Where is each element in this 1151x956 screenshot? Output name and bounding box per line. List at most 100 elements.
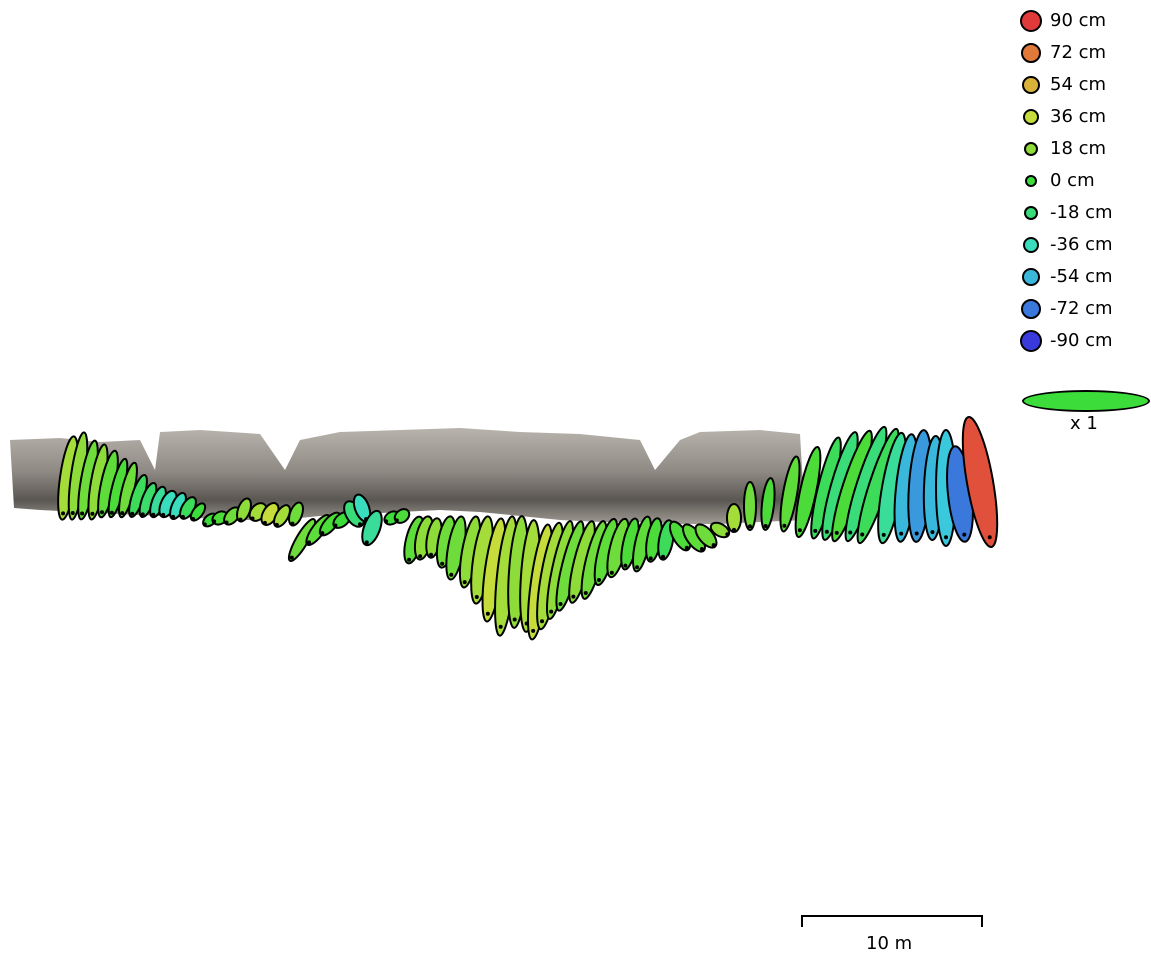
camera-center-dot (151, 512, 156, 517)
camera-center-dot (782, 523, 787, 528)
camera-center-dot (732, 527, 736, 532)
camera-center-dot (250, 516, 255, 521)
camera-center-dot (90, 511, 95, 516)
error-ellipse (961, 415, 999, 549)
error-ellipse (779, 455, 801, 533)
camera-center-dot (290, 521, 295, 526)
camera-center-dot (212, 519, 217, 524)
camera-center-dot (462, 580, 467, 585)
camera-center-dot (202, 522, 207, 527)
camera-center-dot (485, 611, 490, 616)
legend-label: 36 cm (1050, 106, 1107, 127)
camera-center-dot (531, 628, 536, 633)
camera-center-dot (648, 556, 653, 561)
legend-label: 0 cm (1050, 170, 1095, 191)
camera-center-dot (70, 511, 75, 516)
legend-swatch (1021, 43, 1041, 63)
camera-center-dot (848, 530, 853, 535)
scale-bar-tick (981, 915, 983, 927)
legend-swatch (1020, 10, 1042, 32)
camera-center-dot (930, 530, 935, 535)
scale-bar-line (801, 915, 983, 917)
legend-swatch (1024, 142, 1038, 156)
camera-center-dot (191, 516, 196, 521)
camera-center-dot (364, 517, 369, 522)
legend-swatch (1022, 76, 1040, 94)
orthophoto-strip (10, 428, 805, 524)
camera-center-dot (394, 518, 399, 523)
error-ellipse (743, 481, 757, 531)
scale-bar-label: 10 m (866, 933, 913, 954)
error-ellipses (57, 415, 999, 641)
camera-center-dot (661, 554, 666, 559)
camera-center-dot (748, 524, 752, 529)
camera-center-dot (320, 531, 325, 536)
camera-center-dot (797, 528, 802, 533)
camera-center-dot (583, 590, 588, 595)
camera-center-dot (364, 540, 369, 545)
scale-bar-tick (801, 915, 803, 927)
camera-center-dot (140, 512, 145, 517)
legend-swatch (1023, 237, 1039, 253)
camera-center-dot (571, 594, 576, 599)
scale-bar (801, 915, 983, 927)
legend-swatch (1022, 268, 1040, 286)
legend-label: -72 cm (1050, 298, 1113, 319)
camera-center-dot (899, 531, 904, 536)
camera-center-dot (130, 511, 135, 516)
camera-center-dot (161, 512, 166, 517)
legend-swatch (1020, 330, 1042, 352)
legend-label: -90 cm (1050, 330, 1113, 351)
camera-center-dot (635, 565, 640, 570)
camera-center-dot (109, 510, 114, 515)
camera-center-dot (61, 511, 66, 516)
error-ellipse (361, 509, 383, 547)
error-ellipse (760, 477, 776, 531)
camera-center-dot (171, 514, 176, 519)
camera-center-dot (623, 563, 628, 568)
error-ellipse (694, 523, 718, 549)
legend-swatch (1021, 299, 1041, 319)
camera-center-dot (289, 555, 294, 560)
camera-centers (61, 510, 992, 633)
camera-center-dot (512, 617, 517, 622)
camera-center-dot (418, 554, 423, 559)
legend-label: 18 cm (1050, 138, 1107, 159)
camera-center-dot (429, 552, 434, 557)
scale-ellipse (1022, 390, 1150, 412)
camera-center-dot (238, 517, 243, 522)
camera-center-dot (834, 530, 839, 535)
camera-center-dot (609, 570, 614, 575)
error-ellipse (726, 503, 742, 533)
legend-label: -18 cm (1050, 202, 1113, 223)
camera-center-dot (474, 595, 479, 600)
camera-center-dot (763, 523, 768, 528)
camera-center-dot (725, 532, 730, 537)
camera-center-dot (860, 532, 865, 537)
camera-center-dot (914, 531, 919, 536)
camera-center-dot (699, 547, 704, 552)
scale-label: x 1 (1070, 413, 1098, 434)
camera-center-dot (881, 532, 886, 537)
camera-center-dot (824, 529, 829, 534)
camera-center-dot (813, 528, 818, 533)
legend-label: 90 cm (1050, 10, 1107, 31)
camera-center-dot (80, 511, 85, 516)
camera-center-dot (407, 557, 412, 562)
camera-center-dot (440, 561, 445, 566)
camera-center-dot (962, 532, 967, 537)
camera-center-dot (684, 545, 689, 550)
camera-center-dot (524, 621, 529, 626)
legend-label: -36 cm (1050, 234, 1113, 255)
camera-center-dot (262, 520, 267, 525)
camera-center-dot (357, 522, 362, 527)
legend-swatch (1023, 109, 1039, 125)
camera-center-dot (274, 522, 279, 527)
camera-center-dot (540, 619, 545, 624)
camera-center-dot (549, 609, 554, 614)
legend-swatch (1024, 206, 1038, 220)
camera-center-dot (180, 514, 185, 519)
camera-center-dot (449, 572, 454, 577)
legend-label: -54 cm (1050, 266, 1113, 287)
camera-center-dot (987, 535, 992, 540)
